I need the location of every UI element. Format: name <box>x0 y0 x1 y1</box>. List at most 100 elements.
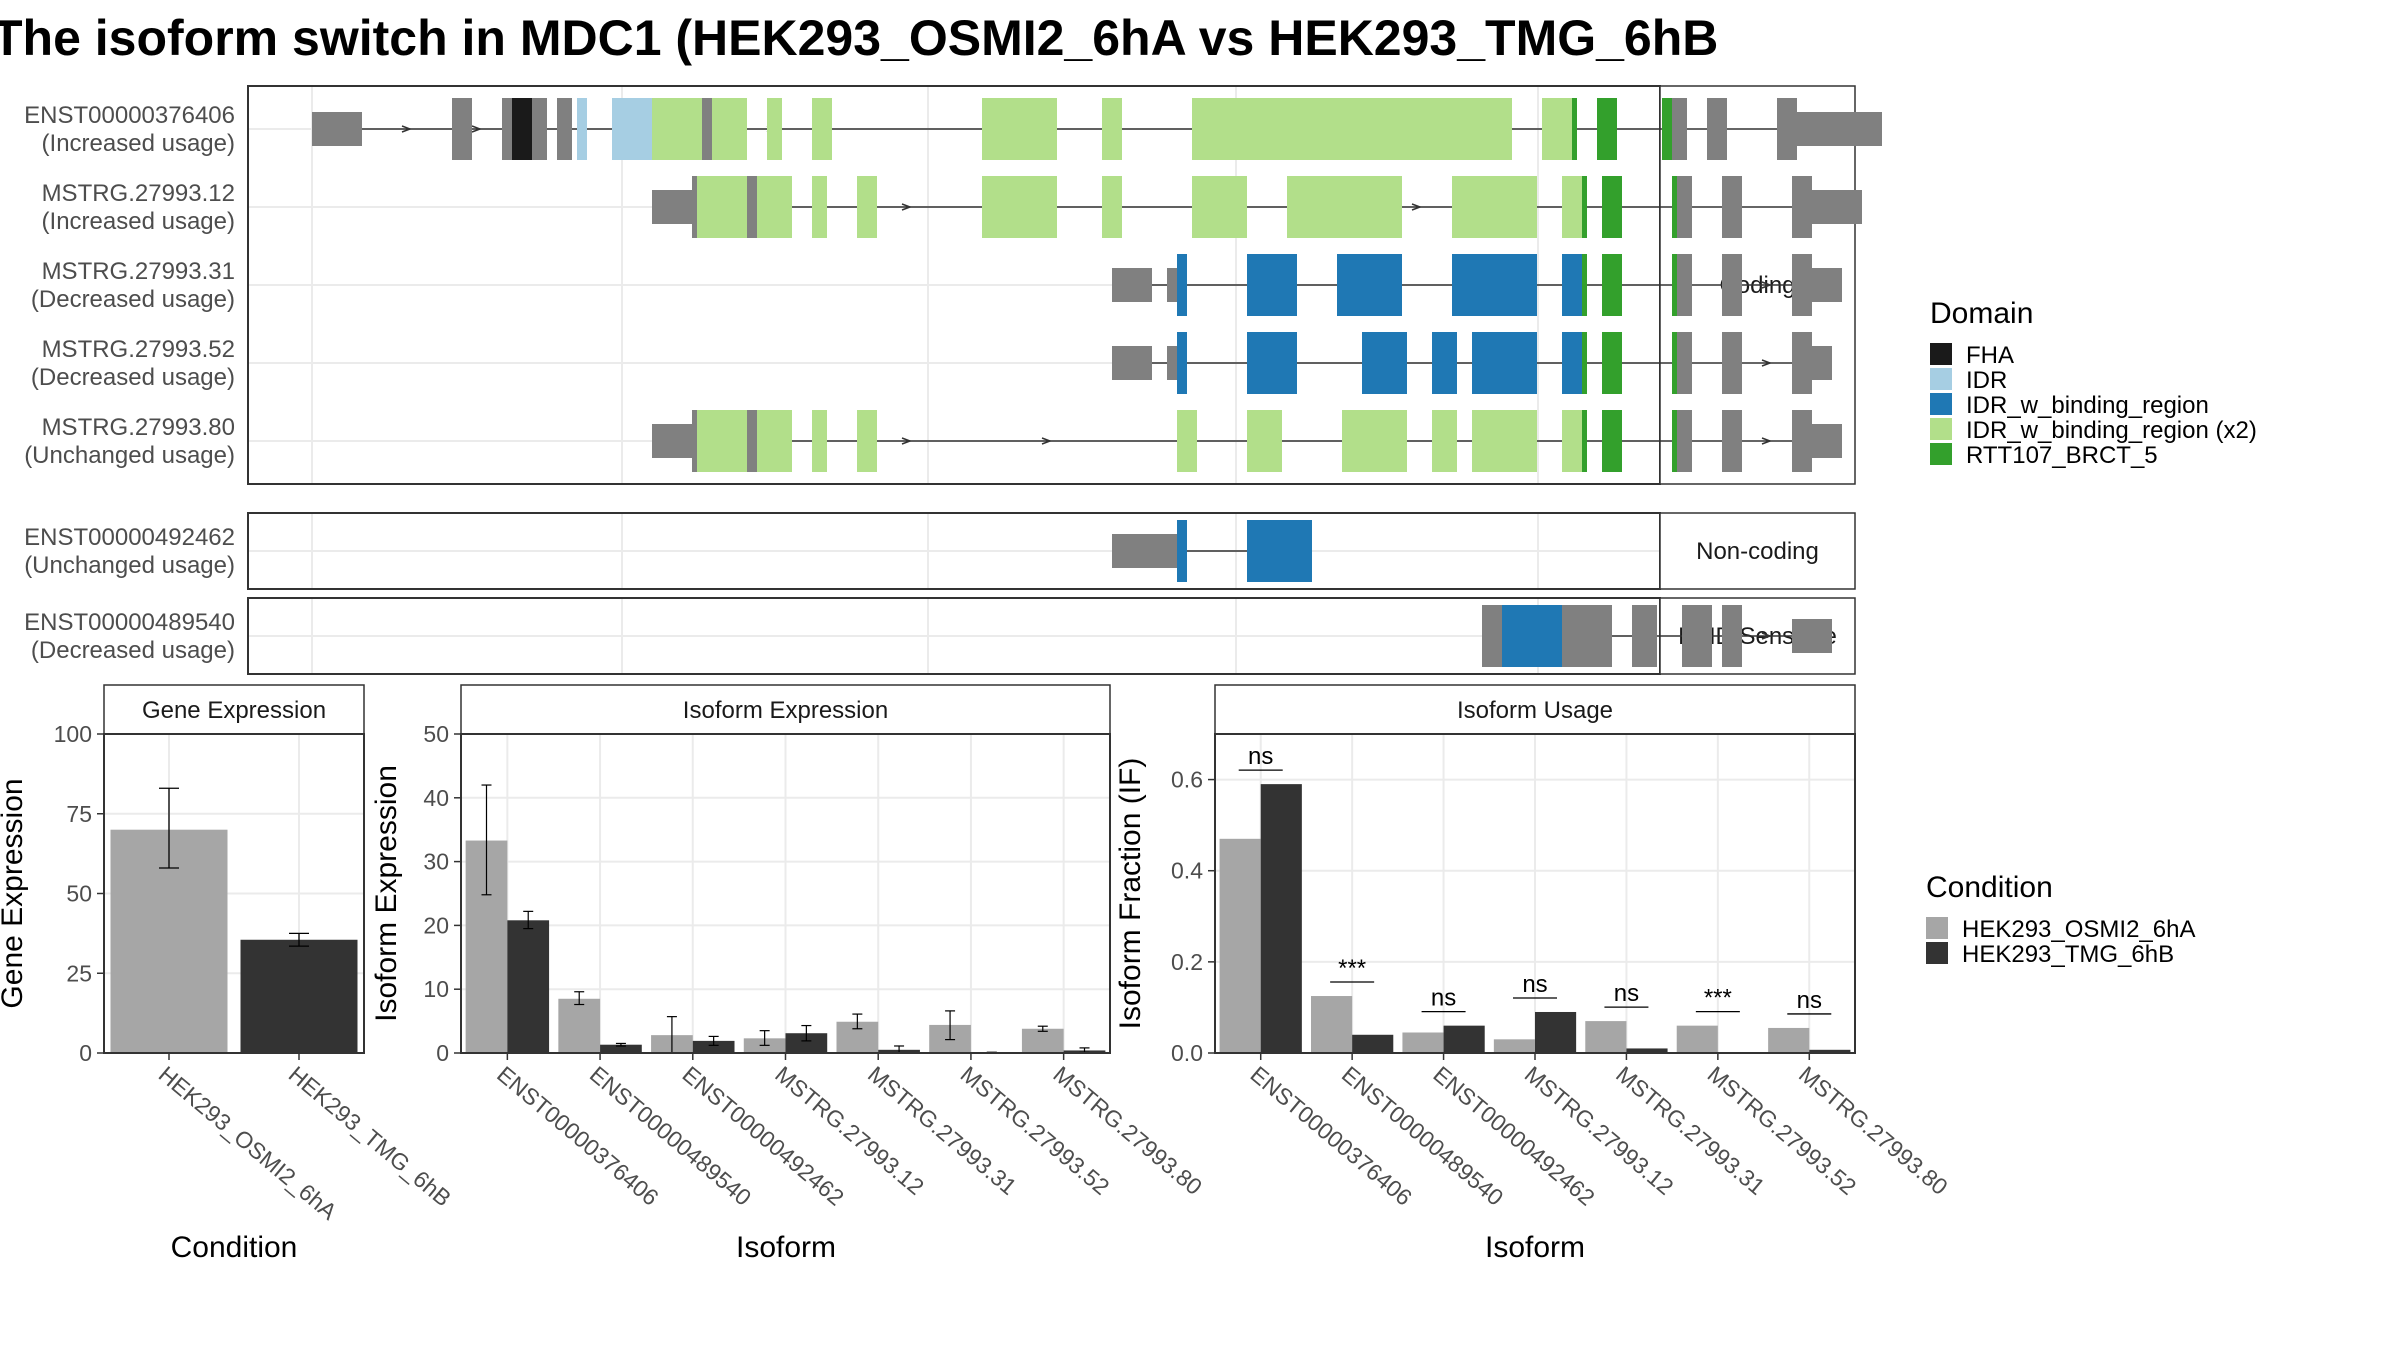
exon <box>1582 410 1587 472</box>
exon <box>1812 268 1842 302</box>
transcript-row: MSTRG.27993.80(Unchanged usage) <box>24 410 1842 472</box>
y-tick-label: 0.4 <box>1171 858 1203 884</box>
exon <box>1777 98 1797 160</box>
exon <box>1337 254 1402 316</box>
bar <box>692 1040 735 1053</box>
legends: Domain FHAIDRIDR_w_binding_regionIDR_w_bi… <box>1926 297 2257 968</box>
exon <box>1662 98 1672 160</box>
exon <box>1112 534 1177 568</box>
x-tick-label: MSTRG.27993.80 <box>1794 1061 1953 1200</box>
bar <box>785 1033 828 1053</box>
condition-legend-label: HEK293_TMG_6hB <box>1962 941 2174 968</box>
transcript-id-label: MSTRG.27993.80 <box>42 414 235 441</box>
exon <box>697 410 747 472</box>
bar <box>1676 1025 1718 1053</box>
x-axis-label: Isoform <box>736 1231 836 1264</box>
chart-title: Isoform Expression <box>683 697 888 724</box>
transcript-id-label: MSTRG.27993.12 <box>42 180 235 207</box>
x-tick-label: ENST00000492462 <box>678 1061 850 1211</box>
transcript-usage-label: (Decreased usage) <box>31 637 235 664</box>
y-axis-label: Isoform Fraction (IF) <box>1114 758 1147 1030</box>
exon <box>1677 254 1692 316</box>
exon <box>812 176 827 238</box>
transcript-usage-label: (Unchanged usage) <box>24 442 235 469</box>
exon <box>652 424 692 458</box>
bar <box>1626 1048 1668 1053</box>
bar <box>1402 1032 1444 1053</box>
x-tick-label: ENST00000489540 <box>1337 1061 1509 1211</box>
exon <box>1677 410 1692 472</box>
strand-arrow <box>1041 437 1053 445</box>
exon <box>612 98 652 160</box>
exon <box>1812 346 1832 380</box>
bar <box>558 998 601 1053</box>
transcript-usage-label: (Decreased usage) <box>31 286 235 313</box>
condition-legend-title: Condition <box>1926 871 2053 904</box>
transcript-row: ENST00000489540(Decreased usage) <box>24 605 1832 667</box>
domain-legend-title: Domain <box>1930 297 2033 330</box>
y-axis-label: Gene Expression <box>0 778 29 1008</box>
x-tick-label: MSTRG.27993.80 <box>1048 1061 1207 1200</box>
transcript-row: ENST00000492462(Unchanged usage) <box>24 520 1312 582</box>
exon <box>812 410 827 472</box>
facet-strip <box>460 684 1111 735</box>
exon <box>1672 98 1687 160</box>
domain-legend-swatch <box>1930 343 1952 365</box>
transcript-row: MSTRG.27993.12(Increased usage) <box>42 176 1862 238</box>
exon <box>692 176 697 238</box>
exon <box>1722 605 1742 667</box>
y-tick-label: 100 <box>54 721 92 747</box>
significance-label: ns <box>1431 985 1456 1012</box>
y-tick-label: 75 <box>66 801 92 827</box>
exon <box>1177 332 1187 394</box>
exon <box>1247 520 1312 582</box>
bar <box>507 920 550 1053</box>
exon <box>532 98 547 160</box>
x-axis-label: Condition <box>171 1231 298 1264</box>
bar <box>1021 1028 1064 1053</box>
exon <box>1177 254 1187 316</box>
x-tick-label: MSTRG.27993.52 <box>1703 1061 1862 1200</box>
exon <box>1602 332 1622 394</box>
exon <box>1792 176 1812 238</box>
exon <box>1342 410 1407 472</box>
exon <box>1722 176 1742 238</box>
bar <box>1535 1011 1577 1053</box>
significance-label: ns <box>1614 980 1639 1007</box>
exon <box>1112 268 1152 302</box>
transcript-id-label: MSTRG.27993.31 <box>42 258 235 285</box>
exon <box>1562 332 1582 394</box>
y-tick-label: 50 <box>423 721 449 747</box>
bar <box>1493 1039 1535 1053</box>
y-tick-label: 0 <box>79 1040 92 1066</box>
y-tick-label: 40 <box>423 785 449 811</box>
exon <box>1247 410 1282 472</box>
condition-legend-label: HEK293_OSMI2_6hA <box>1962 916 2195 943</box>
exon <box>557 98 572 160</box>
y-tick-label: 30 <box>423 849 449 875</box>
exon <box>1792 410 1812 472</box>
strip-label: Non-coding <box>1696 538 1819 565</box>
exon <box>1452 254 1537 316</box>
significance-label: ns <box>1797 987 1822 1014</box>
exon <box>767 98 782 160</box>
exon <box>1167 268 1177 302</box>
strip-box <box>1659 512 1856 590</box>
exon <box>712 98 747 160</box>
exon <box>1102 98 1122 160</box>
bar <box>1443 1025 1485 1053</box>
domain-legend-label: FHA <box>1966 342 2014 369</box>
exon <box>1812 424 1842 458</box>
exon <box>652 98 702 160</box>
significance-label: *** <box>1338 955 1366 982</box>
domain-legend-label: IDR_w_binding_region <box>1966 392 2209 419</box>
domain-legend-label: RTT107_BRCT_5 <box>1966 442 2158 469</box>
exon <box>857 176 877 238</box>
strand-arrow <box>1761 632 1773 640</box>
significance-label: ns <box>1522 971 1547 998</box>
y-tick-label: 0 <box>436 1040 449 1066</box>
